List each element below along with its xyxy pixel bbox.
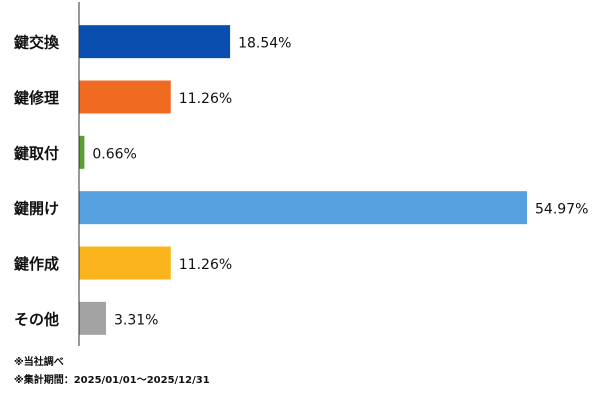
- bar: [79, 135, 85, 169]
- category-label: 鍵取付: [14, 144, 59, 162]
- value-label: 11.26%: [179, 257, 232, 273]
- value-label: 0.66%: [92, 146, 136, 162]
- category-label: 鍵交換: [14, 34, 60, 52]
- value-label: 18.54%: [238, 36, 291, 52]
- bar: [79, 246, 171, 280]
- category-label: 鍵修理: [14, 89, 59, 107]
- source-note: ※当社調べ: [14, 357, 64, 368]
- bar: [79, 191, 527, 225]
- category-label: 鍵開け: [14, 200, 59, 218]
- value-label: 11.26%: [179, 91, 232, 107]
- bar: [79, 301, 106, 335]
- bar: [79, 80, 171, 114]
- category-label: 鍵作成: [14, 255, 59, 273]
- bar: [79, 25, 231, 59]
- value-label: 3.31%: [114, 312, 158, 328]
- period-note: ※集計期間：2025/01/01〜2025/12/31: [14, 375, 210, 386]
- value-label: 54.97%: [535, 202, 588, 218]
- category-label: その他: [14, 310, 59, 328]
